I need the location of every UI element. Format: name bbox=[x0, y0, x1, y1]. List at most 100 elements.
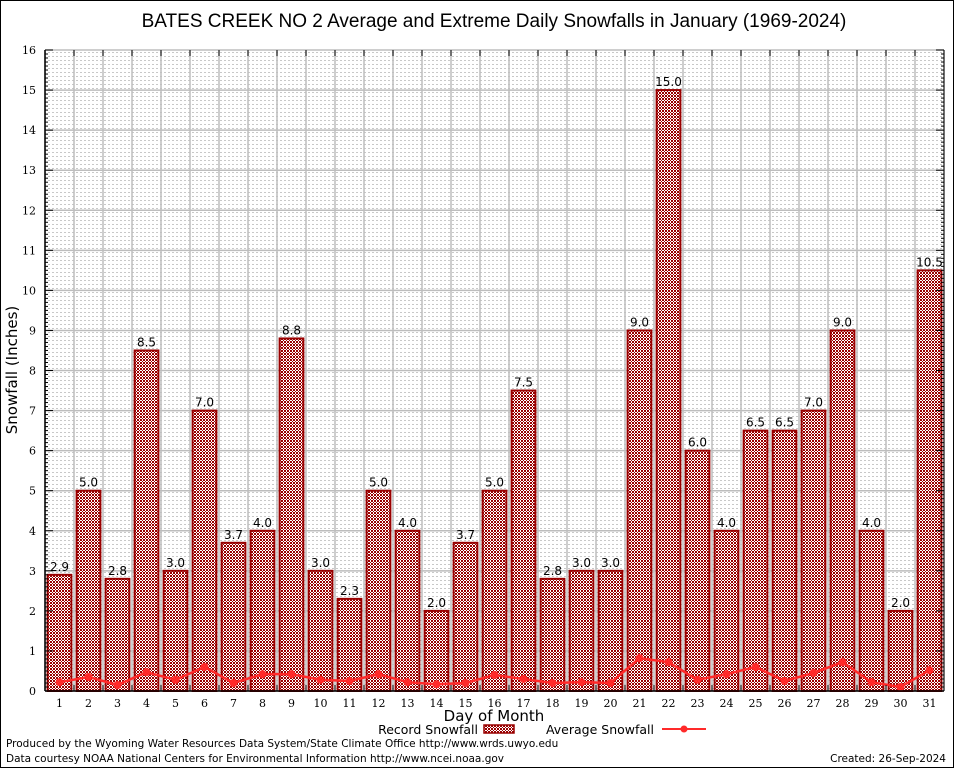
created-date: Created: 26-Sep-2024 bbox=[830, 753, 946, 765]
bar-label-day-23: 6.0 bbox=[688, 436, 707, 450]
bar-record-day-2 bbox=[75, 489, 102, 692]
bar-label-day-13: 4.0 bbox=[398, 516, 417, 530]
bar-label-day-26: 6.5 bbox=[775, 416, 794, 430]
average-point-day-16 bbox=[490, 670, 499, 679]
bar-label-day-20: 3.0 bbox=[601, 556, 620, 570]
legend-marker-average bbox=[680, 725, 688, 733]
bar-label-day-24: 4.0 bbox=[717, 516, 736, 530]
average-point-day-4 bbox=[142, 668, 151, 677]
average-point-day-24 bbox=[722, 670, 731, 679]
average-point-day-17 bbox=[519, 674, 528, 683]
average-point-day-23 bbox=[693, 675, 702, 684]
average-line bbox=[55, 654, 934, 691]
bar-label-day-27: 7.0 bbox=[804, 396, 823, 410]
x-tick-label: 25 bbox=[749, 697, 763, 710]
average-point-day-22 bbox=[664, 658, 673, 667]
y-tick-label: 14 bbox=[22, 124, 36, 137]
bar-record-day-19 bbox=[568, 569, 595, 692]
x-tick-label: 22 bbox=[662, 697, 676, 710]
chart-title: BATES CREEK NO 2 Average and Extreme Dai… bbox=[142, 11, 847, 32]
bar-label-day-31: 10.5 bbox=[916, 255, 943, 269]
average-point-day-26 bbox=[780, 676, 789, 685]
bar-record-day-4 bbox=[133, 349, 160, 692]
bar-record-day-10 bbox=[307, 569, 334, 692]
bar-label-day-8: 4.0 bbox=[253, 516, 272, 530]
y-tick-label: 13 bbox=[22, 164, 36, 177]
bar-record-day-16 bbox=[481, 489, 508, 692]
average-point-day-3 bbox=[113, 680, 122, 689]
y-tick-label: 6 bbox=[29, 445, 36, 458]
y-tick-label: 3 bbox=[29, 565, 36, 578]
y-tick-label: 9 bbox=[29, 324, 36, 337]
bar-label-day-12: 5.0 bbox=[369, 476, 388, 490]
bar-label-day-16: 5.0 bbox=[485, 476, 504, 490]
average-point-day-13 bbox=[403, 678, 412, 687]
x-tick-label: 9 bbox=[288, 697, 295, 710]
x-tick-label: 13 bbox=[401, 697, 415, 710]
y-tick-label: 15 bbox=[22, 84, 36, 97]
average-point-day-1 bbox=[55, 678, 64, 687]
x-tick-label: 3 bbox=[114, 697, 121, 710]
average-point-day-20 bbox=[606, 678, 615, 687]
y-tick-label: 5 bbox=[29, 485, 36, 498]
average-point-day-6 bbox=[200, 662, 209, 671]
bar-record-day-26 bbox=[771, 429, 798, 692]
bar-label-day-15: 3.7 bbox=[456, 528, 475, 542]
x-tick-label: 23 bbox=[691, 697, 705, 710]
legend-swatch-record bbox=[483, 724, 515, 734]
bar-label-day-29: 4.0 bbox=[862, 516, 881, 530]
y-tick-label: 16 bbox=[22, 44, 36, 57]
x-tick-label: 17 bbox=[517, 697, 531, 710]
average-point-day-25 bbox=[751, 662, 760, 671]
bar-record-day-24 bbox=[713, 529, 740, 692]
average-point-day-19 bbox=[577, 678, 586, 687]
bar-label-day-7: 3.7 bbox=[224, 528, 243, 542]
x-tick-label: 27 bbox=[807, 697, 821, 710]
x-tick-label: 19 bbox=[575, 697, 589, 710]
x-tick-label: 6 bbox=[201, 697, 208, 710]
x-tick-label: 12 bbox=[372, 697, 386, 710]
average-point-day-8 bbox=[258, 670, 267, 679]
bar-label-day-5: 3.0 bbox=[166, 556, 185, 570]
bar-label-day-30: 2.0 bbox=[891, 596, 910, 610]
bar-label-day-22: 15.0 bbox=[655, 75, 682, 89]
bar-record-day-23 bbox=[684, 449, 711, 692]
average-point-day-15 bbox=[461, 678, 470, 687]
x-tick-label: 29 bbox=[865, 697, 879, 710]
bar-label-day-3: 2.8 bbox=[108, 564, 127, 578]
x-tick-label: 30 bbox=[894, 697, 908, 710]
x-tick-label: 28 bbox=[836, 697, 850, 710]
bar-record-day-6 bbox=[191, 409, 218, 692]
x-tick-label: 2 bbox=[85, 697, 92, 710]
average-point-day-14 bbox=[432, 680, 441, 689]
credit-data-courtesy: Data courtesy NOAA National Centers for … bbox=[6, 753, 504, 765]
bar-record-day-22 bbox=[655, 89, 682, 692]
y-tick-label: 4 bbox=[29, 525, 36, 538]
x-tick-label: 8 bbox=[259, 697, 266, 710]
bar-record-day-17 bbox=[510, 389, 537, 692]
average-point-day-28 bbox=[838, 658, 847, 667]
bar-label-day-6: 7.0 bbox=[195, 396, 214, 410]
bar-record-day-8 bbox=[249, 529, 276, 692]
axes bbox=[44, 49, 945, 692]
average-point-day-30 bbox=[896, 682, 905, 691]
x-axis-label: Day of Month bbox=[444, 707, 545, 725]
x-tick-labels: 1 2 3 4 5 6 7 8 9 10 11 12 13 14 15 16 17 18 19 20 21 22 23 24 2… bbox=[56, 697, 937, 710]
bar-data-labels: 2.9 5.0 2.8 8.5 3.0 7.0 3.7 4.0 8.8 3.0 2.3 5.0 4.0 2… bbox=[50, 75, 943, 610]
y-tick-label: 12 bbox=[22, 204, 36, 217]
bar-label-day-11: 2.3 bbox=[340, 584, 359, 598]
x-tick-label: 14 bbox=[430, 697, 444, 710]
y-tick-label: 11 bbox=[22, 244, 36, 257]
bar-record-day-29 bbox=[858, 529, 885, 692]
y-axis-label: Snowfall (Inches) bbox=[3, 306, 21, 434]
x-tick-label: 1 bbox=[56, 697, 63, 710]
average-point-day-10 bbox=[316, 675, 325, 684]
legend-label-record: Record Snowfall bbox=[378, 722, 478, 737]
x-tick-label: 5 bbox=[172, 697, 179, 710]
x-tick-label: 20 bbox=[604, 697, 618, 710]
y-tick-label: 7 bbox=[29, 405, 36, 418]
x-tick-label: 21 bbox=[633, 697, 647, 710]
average-point-day-7 bbox=[229, 678, 238, 687]
